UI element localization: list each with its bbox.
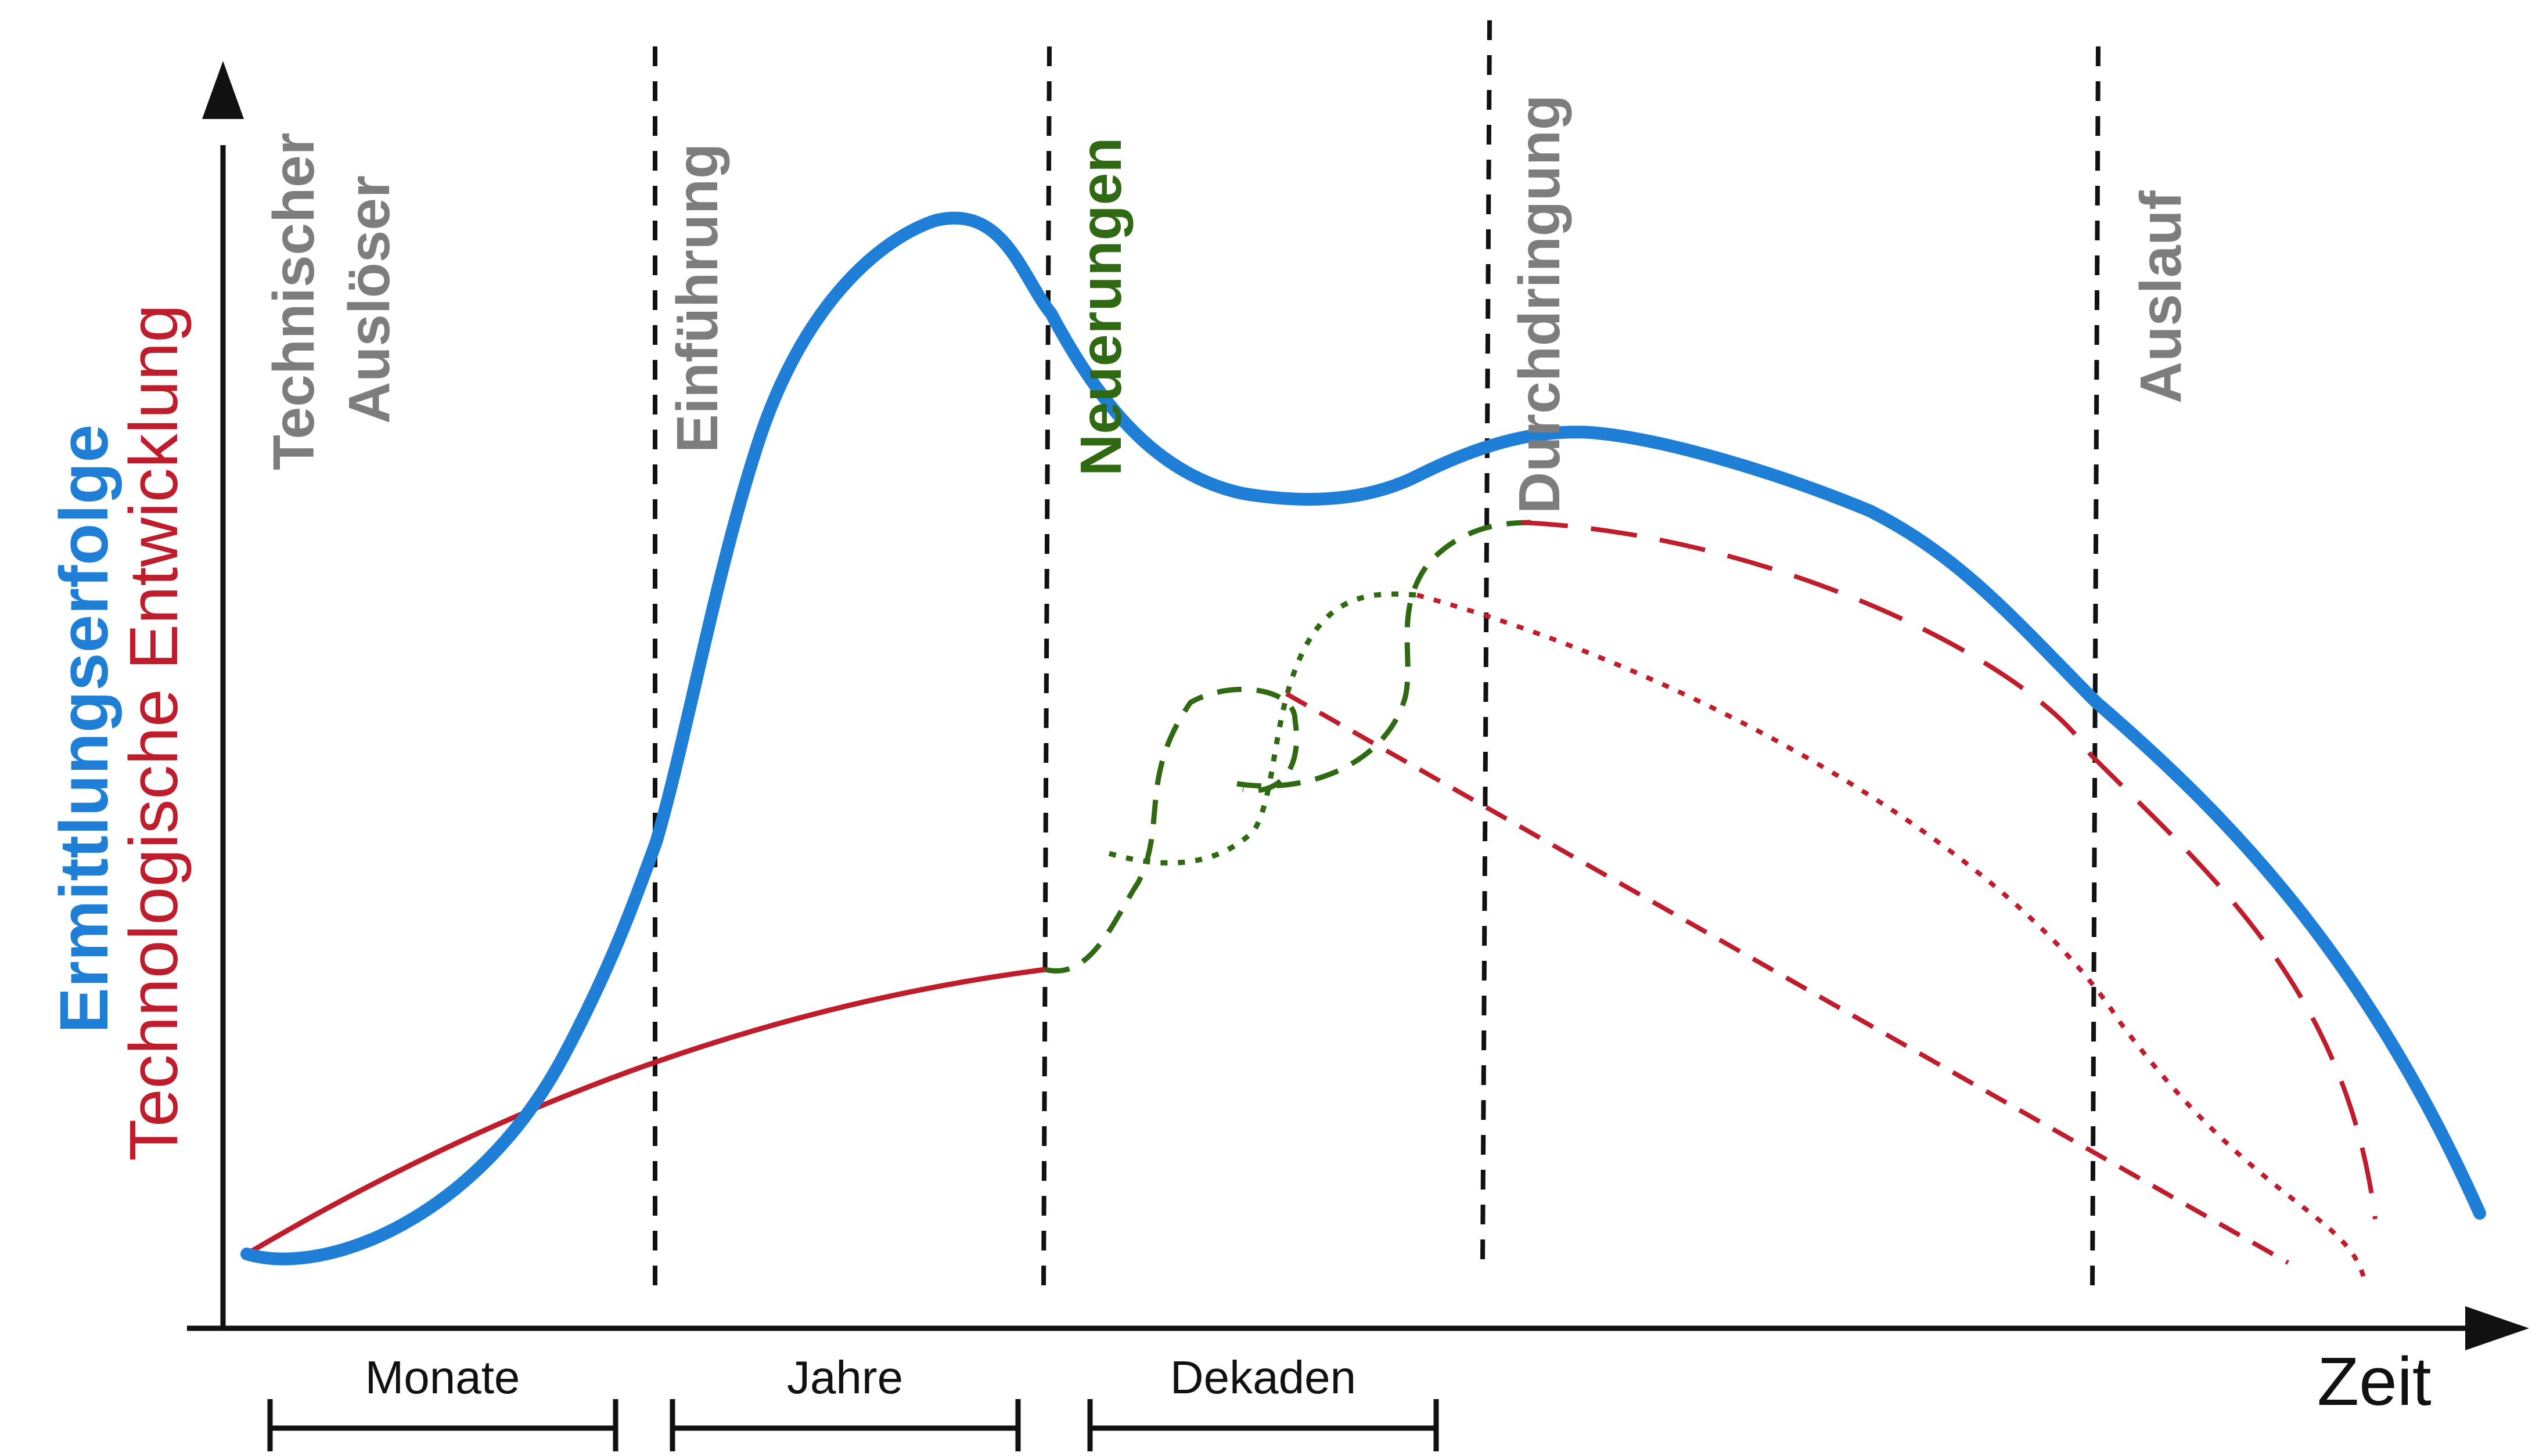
duration-label-jahre: Jahre <box>787 1352 903 1403</box>
x-axis-label: Zeit <box>2317 1343 2432 1420</box>
x-axis-arrow <box>2465 1306 2529 1350</box>
technology-decline-long-dash <box>1521 520 2378 1220</box>
success-curve <box>240 211 2486 1266</box>
divider-auslauf <box>2090 46 2101 1289</box>
technology-decline-short-dash <box>1285 691 2289 1265</box>
duration-bracket-monate <box>267 1399 618 1451</box>
phase-label-auslauf: Auslauf <box>2128 190 2193 403</box>
duration-bracket-jahre <box>670 1399 1021 1451</box>
duration-bracket-dekaden <box>1087 1399 1439 1451</box>
phase-label-einfuehrung: Einführung <box>665 143 730 453</box>
innovation-curve-3 <box>1236 520 1534 789</box>
divider-durchdringung <box>1480 20 1492 1263</box>
phase-label-technischer: Technischer <box>261 132 326 470</box>
duration-label-dekaden: Dekaden <box>1170 1352 1356 1403</box>
divider-neuerungen <box>1041 46 1052 1289</box>
technology-decline-dotted <box>1416 593 2366 1278</box>
y-axis-label-technology: Technologische Entwicklung <box>116 304 192 1161</box>
y-axis-arrow <box>202 61 244 119</box>
innovation-curve-1 <box>1044 686 1299 974</box>
phase-label-ausloeser: Auslöser <box>337 175 402 424</box>
duration-label-monate: Monate <box>365 1352 520 1403</box>
phase-label-durchdringung: Durchdringung <box>1507 95 1572 514</box>
phase-label-neuerungen: Neuerungen <box>1069 138 1134 476</box>
y-axis-label-success: Ermittlungserfolge <box>46 424 123 1033</box>
technology-curve-solid <box>245 967 1046 1256</box>
